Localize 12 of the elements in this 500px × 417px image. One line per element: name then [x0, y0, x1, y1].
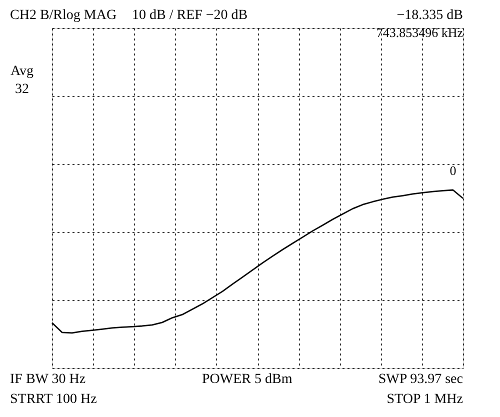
- text: STOP 1 MHz: [386, 392, 463, 407]
- chart-title: CH2 B/Rlog MAG: [10, 8, 117, 23]
- text: −18.335 dB: [396, 8, 463, 23]
- text: 743.853496 kHz: [376, 25, 464, 40]
- text: Avg: [10, 64, 34, 79]
- text: 10 dB / REF −20 dB: [132, 8, 248, 23]
- text: 32: [15, 82, 29, 97]
- text: STRRT 100 Hz: [10, 392, 97, 407]
- text: 0: [450, 162, 456, 178]
- text: IF BW 30 Hz: [10, 372, 86, 387]
- text: POWER 5 dBm: [202, 372, 292, 387]
- text: SWP 93.97 sec: [378, 372, 463, 387]
